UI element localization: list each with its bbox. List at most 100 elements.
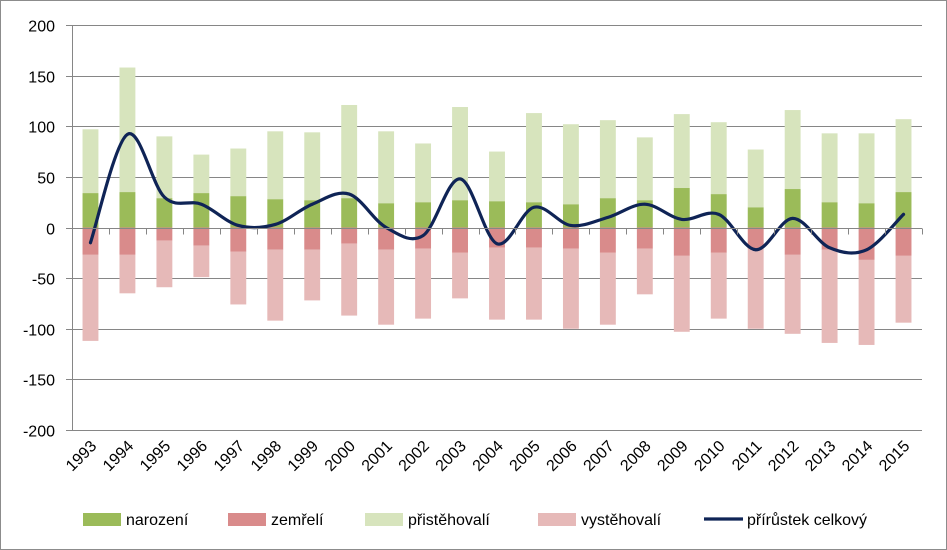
- line-point-2014: [865, 248, 868, 252]
- bar-přistěhovalí-1995: [156, 136, 173, 199]
- bar-přistěhovalí-2005: [526, 113, 542, 203]
- bar-přistěhovalí-2013: [821, 133, 838, 203]
- bar-přistěhovalí-1994: [119, 67, 136, 193]
- bar-narození-2004: [489, 201, 505, 228]
- bar-přistěhovalí-1998: [267, 131, 284, 200]
- bar-přistěhovalí-2003: [452, 107, 468, 201]
- bar-vystěhovalí-1997: [230, 251, 247, 305]
- line-point-1998: [273, 223, 277, 226]
- bar-narození-1994: [119, 192, 136, 228]
- bar-zemřelí-2007: [599, 227, 616, 253]
- bar-vystěhovalí-2002: [415, 248, 432, 319]
- bar-vystěhovalí-2006: [562, 248, 579, 329]
- bar-zemřelí-2011: [747, 227, 764, 249]
- line-point-1995: [162, 195, 166, 199]
- legend: narození zemřelí přistěhovalí vystěhovalí př…: [83, 511, 867, 529]
- x-tick-label: 1993: [63, 438, 100, 475]
- bar-přistěhovalí-2002: [415, 143, 432, 203]
- x-tick-label: 1997: [211, 438, 248, 475]
- x-tick-label: 2004: [470, 438, 507, 475]
- legend-label: zemřelí: [271, 512, 324, 529]
- y-tick-label: -150: [23, 373, 55, 390]
- x-tick-label: 2002: [396, 438, 433, 475]
- bar-vystěhovalí-1994: [119, 254, 136, 294]
- bar-narození-2000: [341, 198, 358, 228]
- bar-přistěhovalí-2004: [489, 151, 505, 202]
- x-tick-label: 1998: [248, 438, 285, 475]
- legend-label: vystěhovalí: [581, 512, 662, 529]
- bar-zemřelí-2010: [710, 227, 727, 253]
- bar-narození-2007: [599, 198, 616, 228]
- y-tick-label: 200: [28, 19, 55, 36]
- bar-přistěhovalí-1997: [230, 148, 247, 197]
- bar-narození-2014: [858, 203, 875, 228]
- line-point-2011: [754, 248, 758, 252]
- bar-vystěhovalí-2000: [341, 243, 358, 316]
- x-tick-label: 2009: [654, 438, 691, 475]
- x-tick-label: 2011: [729, 438, 765, 474]
- bar-přistěhovalí-2010: [710, 122, 727, 195]
- line-point-2013: [828, 246, 832, 250]
- x-tick-label: 1996: [174, 438, 211, 475]
- bar-zemřelí-1999: [304, 227, 321, 250]
- bar-narození-1997: [230, 196, 247, 228]
- bar-přistěhovalí-2000: [341, 104, 358, 199]
- line-point-1994: [126, 132, 129, 136]
- line-point-1997: [236, 224, 240, 227]
- y-tick-label: 100: [28, 120, 55, 137]
- bar-narození-2009: [673, 188, 690, 228]
- legend-swatch-0: [83, 513, 121, 526]
- legend-swatch-3: [538, 513, 576, 526]
- bar-narození-2013: [821, 202, 838, 228]
- legend-label: přistěhovalí: [408, 512, 490, 529]
- bar-přistěhovalí-2014: [858, 133, 875, 204]
- line-point-2012: [791, 216, 795, 220]
- bar-narození-2008: [636, 200, 653, 228]
- line-point-2005: [532, 205, 536, 209]
- bar-vystěhovalí-2015: [895, 255, 912, 323]
- x-tick-label: 2012: [765, 438, 802, 475]
- bar-narození-1996: [193, 193, 210, 228]
- bar-zemřelí-1995: [156, 227, 173, 241]
- bar-vystěhovalí-2011: [747, 248, 764, 329]
- bar-vystěhovalí-2005: [526, 247, 542, 320]
- line-point-2003: [458, 177, 462, 181]
- bar-narození-2001: [378, 203, 395, 228]
- bar-zemřelí-2005: [526, 227, 542, 248]
- legend-swatch-1: [228, 513, 266, 526]
- bar-přistěhovalí-2015: [895, 119, 912, 193]
- bar-vystěhovalí-2007: [599, 252, 616, 325]
- bar-narození-2002: [415, 202, 432, 228]
- line-point-2007: [606, 215, 610, 219]
- line-point-1996: [199, 202, 203, 206]
- line-prirustek-celkovy: [88, 132, 906, 255]
- x-tick-label: 2003: [433, 438, 470, 475]
- bar-narození-2006: [562, 204, 579, 228]
- line-point-2008: [643, 202, 647, 206]
- bar-přistěhovalí-1993: [82, 129, 99, 194]
- bar-zemřelí-2003: [452, 227, 468, 253]
- bar-zemřelí-2012: [784, 227, 801, 255]
- x-axis-ticks: 1993 1994 1995 1996 1997 1998 1999 2000 2001 2002…: [63, 438, 913, 475]
- axes: [66, 25, 923, 431]
- x-tick-label: 2010: [691, 438, 728, 475]
- bar-zemřelí-2009: [673, 227, 690, 256]
- line-point-2004: [495, 242, 499, 246]
- bar-vystěhovalí-1995: [156, 240, 173, 288]
- bar-zemřelí-2000: [341, 227, 358, 244]
- legend-label: přírůstek celkový: [747, 511, 867, 529]
- bar-přistěhovalí-2011: [747, 149, 764, 208]
- bar-přistěhovalí-1996: [193, 154, 210, 194]
- bar-vystěhovalí-1999: [304, 249, 321, 301]
- line-point-1993: [89, 241, 92, 245]
- bar-vystěhovalí-1998: [267, 249, 284, 321]
- x-tick-label: 1999: [285, 438, 322, 475]
- x-tick-label: 1994: [100, 438, 137, 475]
- bar-přistěhovalí-2006: [562, 124, 579, 205]
- bar-narození-2010: [710, 194, 727, 228]
- bar-vystěhovalí-2001: [378, 249, 395, 325]
- bar-zemřelí-2014: [858, 227, 875, 260]
- line-point-2015: [902, 212, 905, 216]
